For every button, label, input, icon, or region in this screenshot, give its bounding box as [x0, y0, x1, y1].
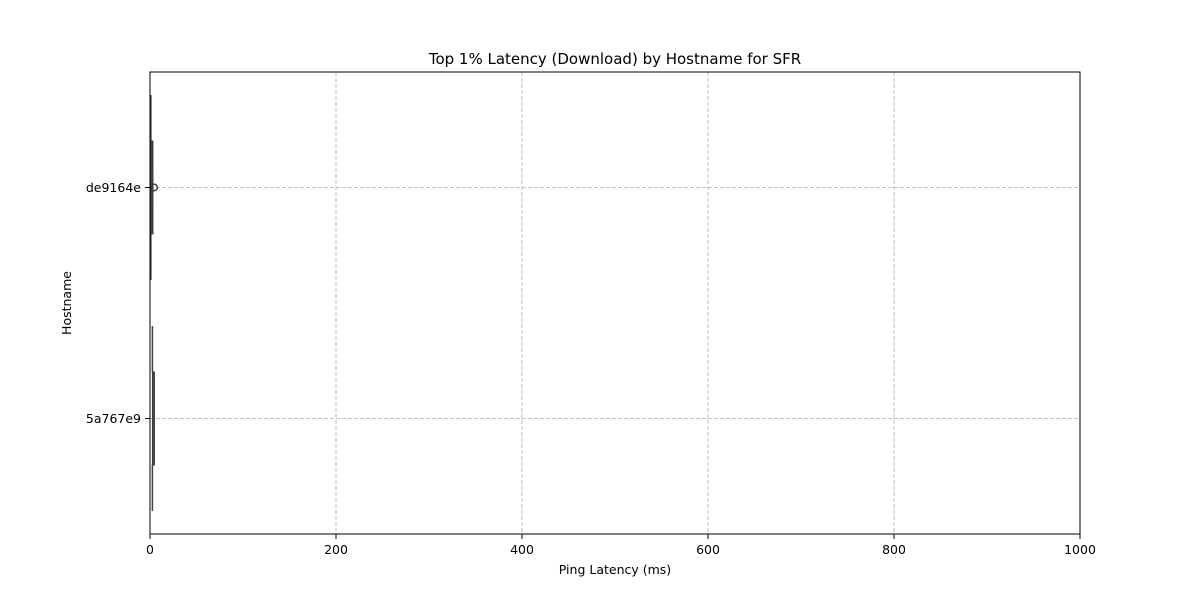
y-axis-label: Hostname [59, 271, 74, 335]
outlier-point [150, 183, 159, 192]
grid-lines [149, 72, 1081, 534]
x-axis-label: Ping Latency (ms) [559, 562, 671, 577]
x-axis-ticks: 0 200 400 600 800 1000 [146, 534, 1096, 557]
x-tick-label: 600 [696, 542, 720, 557]
y-tick-label: 5a767e9 [86, 411, 141, 426]
box-plot-de9164e [150, 95, 159, 280]
x-tick-label: 400 [510, 542, 534, 557]
box-plot-5a767e9 [151, 326, 155, 511]
y-tick-label: de9164e [86, 180, 141, 195]
x-tick-label: 0 [146, 542, 154, 557]
x-tick-label: 800 [882, 542, 906, 557]
x-tick-label: 200 [324, 542, 348, 557]
x-tick-label: 1000 [1064, 542, 1096, 557]
box-plots [150, 95, 159, 511]
y-axis-ticks: de9164e 5a767e9 [86, 180, 150, 426]
plot-frame [149, 71, 1081, 535]
chart-title: Top 1% Latency (Download) by Hostname fo… [428, 50, 801, 68]
